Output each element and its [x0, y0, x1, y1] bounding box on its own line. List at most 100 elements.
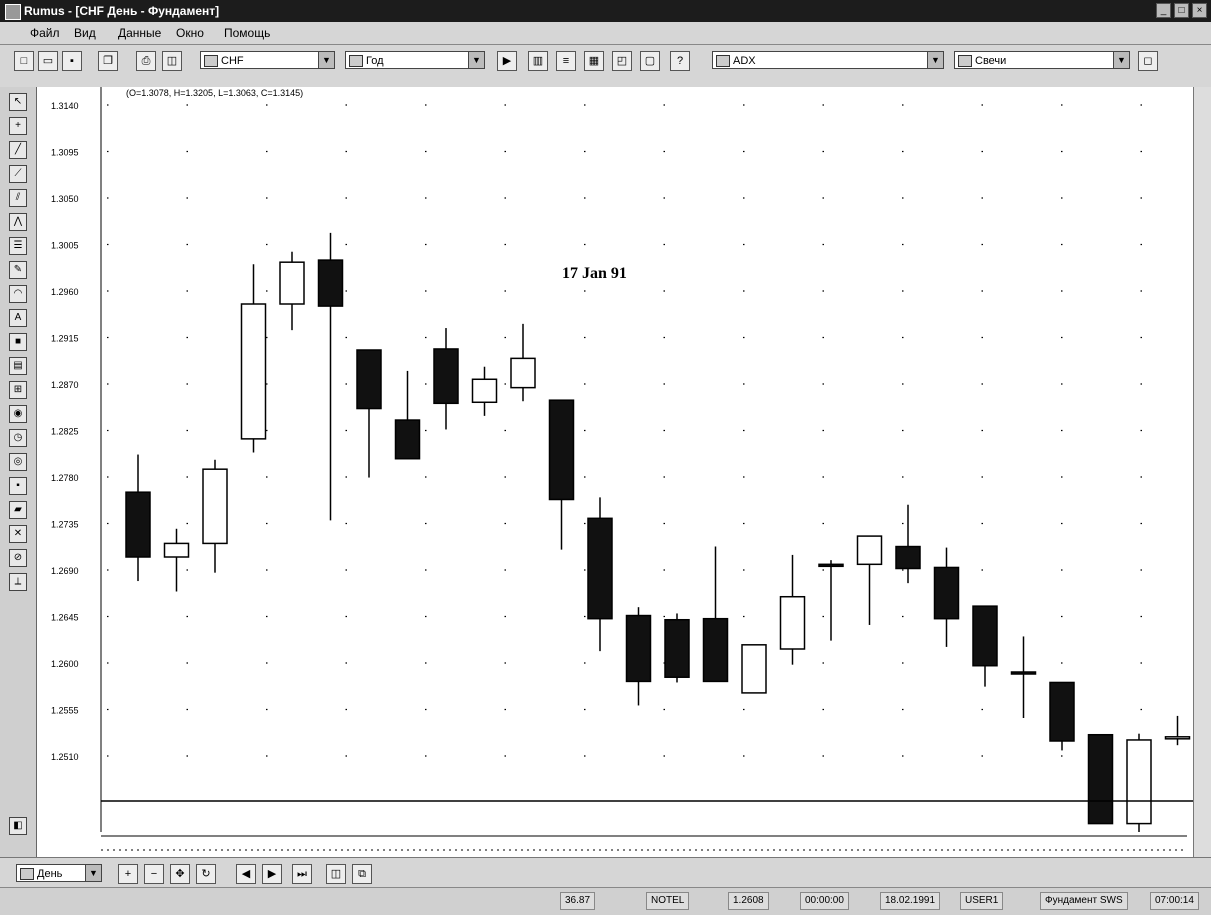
rectangle-icon[interactable]: ■	[9, 333, 27, 351]
y-axis-label: 1.2735	[51, 520, 79, 530]
line-icon[interactable]: ╱	[9, 141, 27, 159]
circle-icon[interactable]: ◉	[9, 405, 27, 423]
open-icon[interactable]: ▭	[38, 51, 58, 71]
y-axis-label: 1.2780	[51, 473, 79, 483]
pan-icon[interactable]: ✥	[170, 864, 190, 884]
y-axis-label: 1.2870	[51, 380, 79, 390]
chevron-down-icon[interactable]: ▼	[927, 52, 943, 68]
interval-icon	[20, 868, 34, 880]
fan-icon[interactable]: ⋀	[9, 213, 27, 231]
table-icon[interactable]: ▦	[584, 51, 604, 71]
cursor-icon[interactable]: ↖	[9, 93, 27, 111]
chevron-down-icon[interactable]: ▼	[468, 52, 484, 68]
bottom-toolbar: День ▼ + − ✥ ↻ ◀ ▶ ⏭ ◫ ⧉	[0, 857, 1211, 888]
bearish-candle	[664, 618, 690, 678]
app-icon	[5, 4, 21, 20]
refresh-icon[interactable]: ↻	[196, 864, 216, 884]
scroll-end-icon[interactable]: ⏭	[292, 864, 312, 884]
period-select[interactable]: Год ▼	[345, 51, 485, 69]
window-controls: _ □ ×	[1156, 3, 1207, 18]
gann-icon[interactable]: ◎	[9, 453, 27, 471]
y-axis-label: 1.3095	[51, 148, 79, 158]
y-axis-label: 1.2600	[51, 659, 79, 669]
zoom-out-icon[interactable]: −	[144, 864, 164, 884]
window-split-icon[interactable]: ◫	[326, 864, 346, 884]
print-preview-icon[interactable]: ◫	[162, 51, 182, 71]
y-axis-label: 1.2915	[51, 334, 79, 344]
chart-pane[interactable]: 1.3140 1.3095 1.3050 1.3005 1.2960 1.2915 1.28…	[37, 87, 1193, 835]
title-bar: Rumus - [CHF День - Фундамент] _ □ ×	[0, 0, 1211, 22]
channel-icon[interactable]: ⫽	[9, 189, 27, 207]
bullish-candle	[510, 357, 536, 389]
bullish-candle	[1126, 739, 1152, 825]
bearish-candle	[433, 348, 459, 405]
menu-data[interactable]: Данные	[118, 26, 162, 40]
cycle-icon[interactable]: ⊞	[9, 381, 27, 399]
print-icon[interactable]: ⎙	[136, 51, 156, 71]
bearish-candle	[587, 517, 613, 620]
menu-window[interactable]: Окно	[176, 26, 204, 40]
bullish-candle	[163, 542, 190, 558]
date-annotation: 17 Jan 91	[562, 265, 627, 282]
erase-icon[interactable]: ✕	[9, 525, 27, 543]
bearish-candle	[1049, 681, 1075, 742]
status-time: 00:00:00	[800, 892, 849, 910]
layout-icon[interactable]: ◻	[1138, 51, 1158, 71]
bearish-candle	[895, 545, 921, 570]
scroll-right-icon[interactable]: ▶	[262, 864, 282, 884]
bearish-candle	[125, 491, 151, 558]
fill-icon[interactable]: ▰	[9, 501, 27, 519]
symbol-icon	[204, 55, 218, 67]
window-icon[interactable]: ◰	[612, 51, 632, 71]
pencil-icon[interactable]: ✎	[9, 261, 27, 279]
chevron-down-icon[interactable]: ▼	[1113, 52, 1129, 68]
bearish-candle	[356, 349, 382, 410]
arc-icon[interactable]: ◠	[9, 285, 27, 303]
crosshair-icon[interactable]: +	[9, 117, 27, 135]
grid-tool-icon[interactable]: ▤	[9, 357, 27, 375]
y-axis-label: 1.3140	[51, 101, 79, 111]
ohlc-readout: (O=1.3078, H=1.3205, L=1.3063, C=1.3145)	[126, 88, 304, 98]
menu-help[interactable]: Помощь	[224, 26, 271, 40]
pointer-icon[interactable]: ▶	[497, 51, 517, 71]
chevron-down-icon[interactable]: ▼	[85, 865, 101, 881]
status-clock: 07:00:14	[1150, 892, 1199, 910]
zoom-tool-icon[interactable]: ⊘	[9, 549, 27, 567]
frame-icon[interactable]: ▢	[640, 51, 660, 71]
status-value-2: NOTEL	[646, 892, 690, 910]
ruler-icon[interactable]: ⟂	[9, 573, 27, 591]
ray-icon[interactable]: ⟋	[9, 165, 27, 183]
y-axis-label: 1.3050	[51, 194, 79, 204]
interval-select[interactable]: День ▼	[16, 864, 102, 882]
y-axis-label: 1.2510	[51, 752, 79, 762]
window-tile-icon[interactable]: ⧉	[352, 864, 372, 884]
bar-chart-icon[interactable]: ▥	[528, 51, 548, 71]
square-icon[interactable]: ▪	[9, 477, 27, 495]
symbol-select[interactable]: CHF ▼	[200, 51, 335, 69]
retracement-icon[interactable]: ☰	[9, 237, 27, 255]
indicator-select[interactable]: ADX ▼	[712, 51, 944, 69]
help-icon[interactable]: ?	[670, 51, 690, 71]
panel-icon[interactable]: ◧	[9, 817, 27, 835]
minimize-button[interactable]: _	[1156, 3, 1171, 18]
chart-style-select[interactable]: Свечи ▼	[954, 51, 1130, 69]
menu-view[interactable]: Вид	[74, 26, 96, 40]
time-icon[interactable]: ◷	[9, 429, 27, 447]
scroll-left-icon[interactable]: ◀	[236, 864, 256, 884]
chevron-down-icon[interactable]: ▼	[318, 52, 334, 68]
menu-bar: Файл Вид Данные Окно Помощь	[0, 22, 1211, 45]
grid-icon[interactable]: ≡	[556, 51, 576, 71]
zoom-in-icon[interactable]: +	[118, 864, 138, 884]
candlestick-chart[interactable]: 1.3140 1.3095 1.3050 1.3005 1.2960 1.2915 1.28…	[37, 87, 1193, 835]
save-icon[interactable]: ▪	[62, 51, 82, 71]
bearish-candle	[702, 617, 729, 683]
text-icon[interactable]: A	[9, 309, 27, 327]
vertical-scrollbar[interactable]	[1193, 87, 1211, 857]
copy-icon[interactable]: ❐	[98, 51, 118, 71]
time-axis-line	[101, 835, 1187, 851]
y-axis-label: 1.2960	[51, 287, 79, 297]
menu-file[interactable]: Файл	[30, 26, 60, 40]
close-button[interactable]: ×	[1192, 3, 1207, 18]
new-icon[interactable]: □	[14, 51, 34, 71]
maximize-button[interactable]: □	[1174, 3, 1189, 18]
